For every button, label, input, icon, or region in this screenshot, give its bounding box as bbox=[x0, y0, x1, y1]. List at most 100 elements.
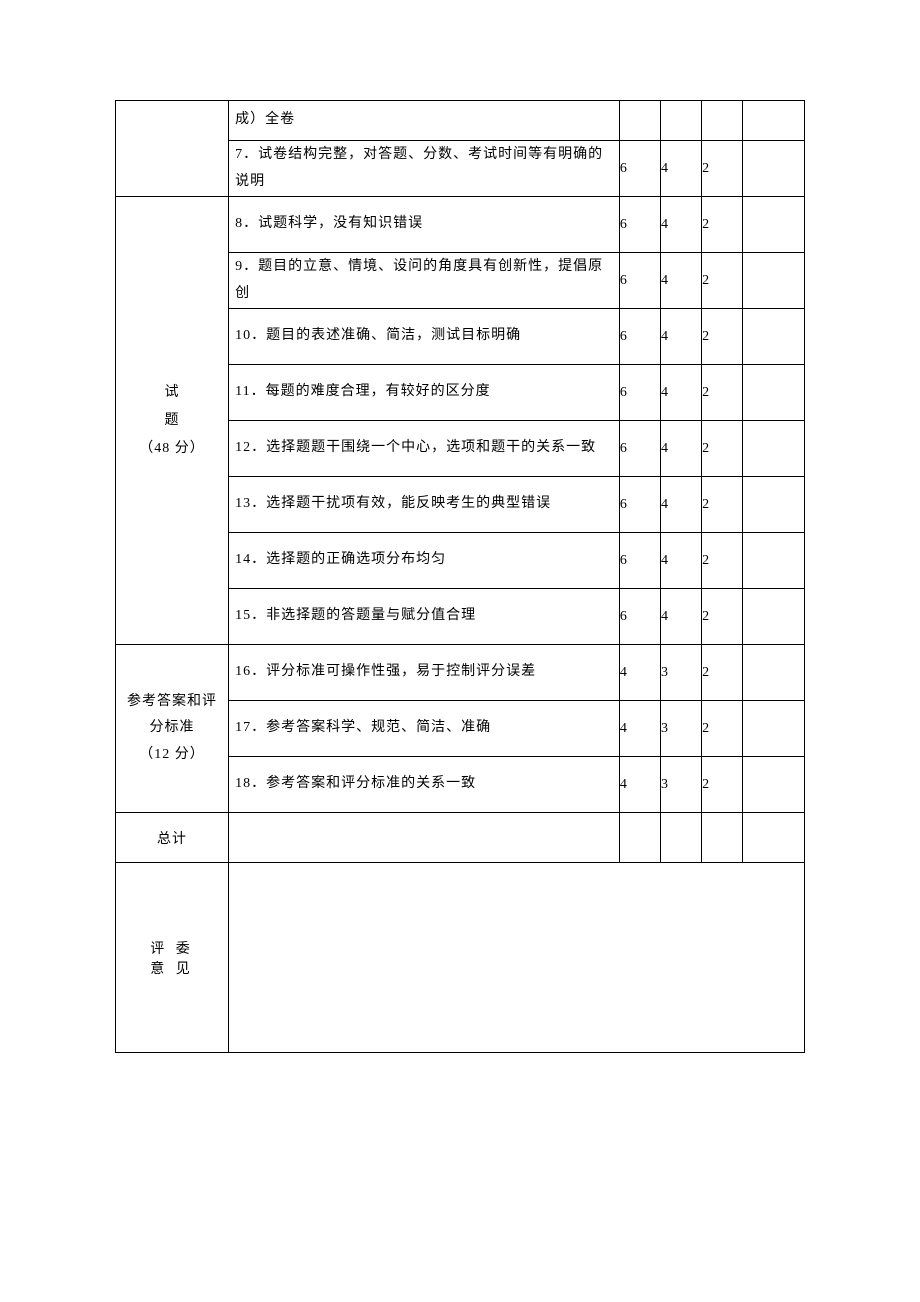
score-c: 2 bbox=[702, 533, 743, 589]
category-cell-blank bbox=[116, 101, 229, 197]
desc-cell: 11．每题的难度合理，有较好的区分度 bbox=[229, 365, 620, 421]
score-b: 4 bbox=[661, 253, 702, 309]
desc-cell: 15．非选择题的答题量与赋分值合理 bbox=[229, 589, 620, 645]
score-a: 6 bbox=[619, 197, 660, 253]
desc-text: 12．选择题题干围绕一个中心，选项和题干的关系一致 bbox=[229, 435, 619, 462]
table-row-total: 总计 bbox=[116, 813, 805, 863]
score-c: 2 bbox=[702, 309, 743, 365]
score-blank bbox=[743, 813, 805, 863]
desc-text: 18．参考答案和评分标准的关系一致 bbox=[229, 771, 619, 798]
desc-cell: 9．题目的立意、情境、设问的角度具有创新性，提倡原创 bbox=[229, 253, 620, 309]
score-c: 2 bbox=[702, 645, 743, 701]
score-c: 2 bbox=[702, 589, 743, 645]
committee-label: 意 见 bbox=[150, 958, 194, 978]
score-b: 3 bbox=[661, 701, 702, 757]
score-b bbox=[661, 813, 702, 863]
score-b: 4 bbox=[661, 365, 702, 421]
score-b: 4 bbox=[661, 309, 702, 365]
table-row-committee: 评 委 意 见 bbox=[116, 863, 805, 1053]
score-blank bbox=[743, 365, 805, 421]
page: 成）全卷 7．试卷结构完整，对答题、分数、考试时间等有明确的说明 6 4 2 试… bbox=[0, 0, 920, 1302]
score-b bbox=[661, 101, 702, 141]
score-blank bbox=[743, 533, 805, 589]
score-a: 6 bbox=[619, 309, 660, 365]
score-blank bbox=[743, 757, 805, 813]
desc-cell: 14．选择题的正确选项分布均匀 bbox=[229, 533, 620, 589]
score-blank bbox=[743, 197, 805, 253]
score-blank bbox=[743, 421, 805, 477]
total-label: 总计 bbox=[157, 832, 187, 847]
committee-opinion-cell bbox=[229, 863, 805, 1053]
desc-cell: 16．评分标准可操作性强，易于控制评分误差 bbox=[229, 645, 620, 701]
desc-text: 11．每题的难度合理，有较好的区分度 bbox=[229, 379, 619, 406]
score-b: 4 bbox=[661, 141, 702, 197]
score-a: 4 bbox=[619, 757, 660, 813]
desc-cell: 成）全卷 bbox=[229, 101, 620, 141]
score-blank bbox=[743, 477, 805, 533]
committee-label: 评 委 bbox=[150, 938, 194, 958]
desc-text: 10．题目的表述准确、简洁，测试目标明确 bbox=[229, 323, 619, 350]
table-row: 成）全卷 bbox=[116, 101, 805, 141]
score-b: 4 bbox=[661, 589, 702, 645]
score-a: 6 bbox=[619, 141, 660, 197]
desc-text: 7．试卷结构完整，对答题、分数、考试时间等有明确的说明 bbox=[229, 142, 619, 195]
category-label: 分标准 bbox=[150, 715, 195, 742]
score-a: 6 bbox=[619, 365, 660, 421]
desc-text: 8．试题科学，没有知识错误 bbox=[229, 211, 619, 238]
score-b: 4 bbox=[661, 421, 702, 477]
score-c: 2 bbox=[702, 421, 743, 477]
score-blank bbox=[743, 589, 805, 645]
desc-text: 成）全卷 bbox=[229, 107, 619, 134]
category-label: （48 分） bbox=[139, 435, 205, 463]
desc-cell: 12．选择题题干围绕一个中心，选项和题干的关系一致 bbox=[229, 421, 620, 477]
category-cell-questions: 试 题 （48 分） bbox=[116, 197, 229, 645]
desc-cell bbox=[229, 813, 620, 863]
score-blank bbox=[743, 701, 805, 757]
desc-cell: 8．试题科学，没有知识错误 bbox=[229, 197, 620, 253]
desc-cell: 10．题目的表述准确、简洁，测试目标明确 bbox=[229, 309, 620, 365]
scoring-table: 成）全卷 7．试卷结构完整，对答题、分数、考试时间等有明确的说明 6 4 2 试… bbox=[115, 100, 805, 1053]
score-blank bbox=[743, 253, 805, 309]
desc-text: 16．评分标准可操作性强，易于控制评分误差 bbox=[229, 659, 619, 686]
score-b: 4 bbox=[661, 533, 702, 589]
desc-cell: 13．选择题干扰项有效，能反映考生的典型错误 bbox=[229, 477, 620, 533]
score-c bbox=[702, 101, 743, 141]
score-blank bbox=[743, 101, 805, 141]
score-a: 6 bbox=[619, 589, 660, 645]
category-label: 参考答案和评 bbox=[127, 689, 217, 716]
score-c: 2 bbox=[702, 197, 743, 253]
score-blank bbox=[743, 645, 805, 701]
score-b: 3 bbox=[661, 645, 702, 701]
desc-cell: 18．参考答案和评分标准的关系一致 bbox=[229, 757, 620, 813]
desc-cell: 7．试卷结构完整，对答题、分数、考试时间等有明确的说明 bbox=[229, 141, 620, 197]
score-c: 2 bbox=[702, 701, 743, 757]
score-a: 6 bbox=[619, 253, 660, 309]
category-label: （12 分） bbox=[139, 742, 205, 769]
score-a: 4 bbox=[619, 645, 660, 701]
desc-text: 13．选择题干扰项有效，能反映考生的典型错误 bbox=[229, 491, 619, 518]
score-a: 6 bbox=[619, 421, 660, 477]
score-blank bbox=[743, 141, 805, 197]
score-c: 2 bbox=[702, 253, 743, 309]
table-row: 参考答案和评 分标准 （12 分） 16．评分标准可操作性强，易于控制评分误差 … bbox=[116, 645, 805, 701]
category-cell-answers: 参考答案和评 分标准 （12 分） bbox=[116, 645, 229, 813]
desc-text: 17．参考答案科学、规范、简洁、准确 bbox=[229, 715, 619, 742]
score-a bbox=[619, 101, 660, 141]
score-a: 4 bbox=[619, 701, 660, 757]
score-c: 2 bbox=[702, 757, 743, 813]
category-cell-committee: 评 委 意 见 bbox=[116, 863, 229, 1053]
score-b: 3 bbox=[661, 757, 702, 813]
category-cell-total: 总计 bbox=[116, 813, 229, 863]
score-c: 2 bbox=[702, 141, 743, 197]
score-blank bbox=[743, 309, 805, 365]
score-b: 4 bbox=[661, 197, 702, 253]
desc-text: 9．题目的立意、情境、设问的角度具有创新性，提倡原创 bbox=[229, 254, 619, 307]
score-b: 4 bbox=[661, 477, 702, 533]
score-c bbox=[702, 813, 743, 863]
desc-text: 14．选择题的正确选项分布均匀 bbox=[229, 547, 619, 574]
category-label: 试 bbox=[165, 379, 180, 407]
score-c: 2 bbox=[702, 477, 743, 533]
score-a: 6 bbox=[619, 477, 660, 533]
desc-text: 15．非选择题的答题量与赋分值合理 bbox=[229, 603, 619, 630]
category-label: 题 bbox=[165, 407, 180, 435]
